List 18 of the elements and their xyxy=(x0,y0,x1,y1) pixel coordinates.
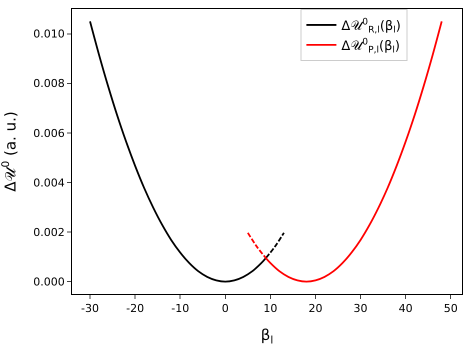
x-tick-label: 0 xyxy=(222,302,229,316)
y-tick-label: 0.002 xyxy=(33,226,65,239)
x-axis-title: β$_{l}$ xyxy=(260,326,274,346)
legend-label: Δ𝒰$^{0}$$_{R,l}$(β$_{l}$) xyxy=(341,18,401,36)
y-tick-label: 0.008 xyxy=(33,77,65,90)
x-tick-label: 10 xyxy=(263,302,278,316)
y-tick-label: 0.004 xyxy=(33,176,65,190)
y-tick-label: 0.010 xyxy=(33,28,65,41)
x-tick-label: -30 xyxy=(81,302,100,316)
x-tick-label: -10 xyxy=(171,302,190,316)
x-tick-label: 20 xyxy=(308,302,322,316)
x-tick-label: 40 xyxy=(398,302,413,316)
legend-label: Δ𝒰$^{0}$$_{P,l}$(β$_{l}$) xyxy=(341,37,400,56)
x-tick-label: 30 xyxy=(354,302,368,316)
y-tick-label: 0.006 xyxy=(33,126,65,140)
x-tick-label: 50 xyxy=(444,302,458,316)
y-tick-label: 0.000 xyxy=(33,275,65,288)
x-tick-label: -20 xyxy=(126,302,144,316)
